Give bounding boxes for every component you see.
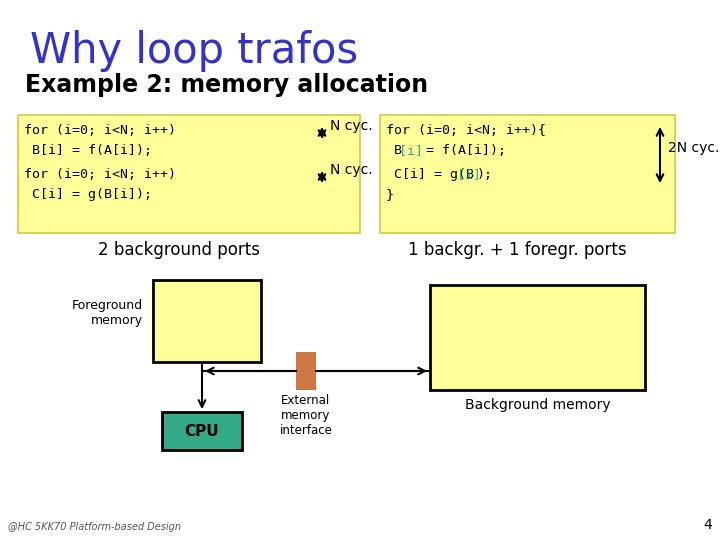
Text: 2N cyc.: 2N cyc.: [668, 141, 719, 155]
Text: for (i=0; i<N; i++){: for (i=0; i<N; i++){: [386, 124, 546, 137]
Text: N cyc.: N cyc.: [330, 163, 373, 177]
Text: Example 2: memory allocation: Example 2: memory allocation: [25, 73, 428, 97]
Bar: [153, 280, 261, 362]
Bar: [380, 115, 675, 233]
Text: [i]: [i]: [457, 168, 482, 181]
Text: }: }: [386, 188, 394, 201]
Text: Background memory: Background memory: [464, 398, 611, 412]
Text: @HC 5KK70 Platform-based Design: @HC 5KK70 Platform-based Design: [8, 522, 181, 532]
Text: N cyc.: N cyc.: [330, 119, 373, 133]
Text: 2 background ports: 2 background ports: [98, 241, 260, 259]
Bar: [18, 115, 360, 233]
Bar: [430, 285, 645, 390]
Text: C[i] = g(B[i]);: C[i] = g(B[i]);: [24, 188, 152, 201]
Text: 1 backgr. + 1 foregr. ports: 1 backgr. + 1 foregr. ports: [408, 241, 627, 259]
Bar: [296, 352, 316, 390]
Text: CPU: CPU: [185, 423, 220, 438]
Text: 4: 4: [703, 518, 712, 532]
Text: = f(A[i]);: = f(A[i]);: [418, 144, 506, 157]
Bar: [162, 412, 242, 450]
Text: B: B: [386, 144, 402, 157]
Text: C[i] = g(B: C[i] = g(B: [386, 168, 474, 181]
Text: [i]: [i]: [399, 144, 423, 157]
Text: External
memory
interface: External memory interface: [279, 394, 333, 437]
Text: Why loop trafos: Why loop trafos: [30, 30, 358, 72]
Text: );: );: [477, 168, 493, 181]
Text: for (i=0; i<N; i++): for (i=0; i<N; i++): [24, 124, 176, 137]
Text: B[i] = f(A[i]);: B[i] = f(A[i]);: [24, 144, 152, 157]
Text: Foreground
memory: Foreground memory: [72, 299, 143, 327]
Text: for (i=0; i<N; i++): for (i=0; i<N; i++): [24, 168, 176, 181]
